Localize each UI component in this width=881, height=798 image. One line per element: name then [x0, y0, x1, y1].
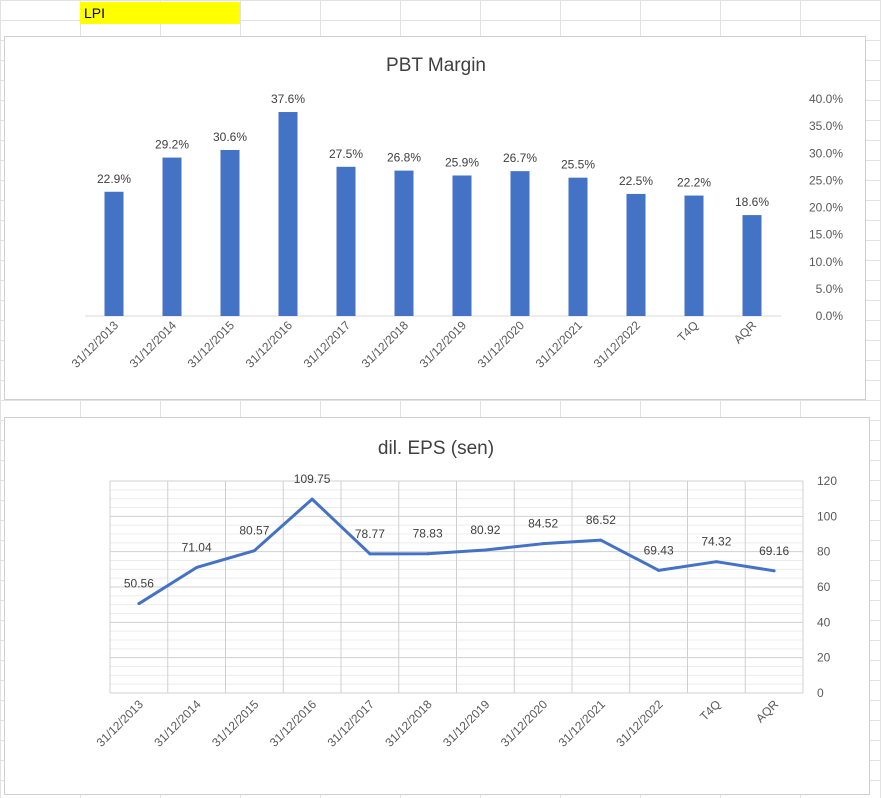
x-tick-label: 31/12/2020 [475, 318, 528, 371]
data-label: 22.5% [619, 174, 653, 188]
data-label: 80.57 [239, 524, 269, 538]
x-tick-label: AQR [753, 697, 782, 726]
y-tick-label: 40.0% [809, 92, 843, 106]
x-tick-label: 31/12/2016 [267, 697, 320, 750]
data-point [368, 552, 372, 556]
y-tick-label: 0.0% [816, 309, 844, 323]
y-tick-label: 25.0% [809, 173, 843, 187]
y-tick-label: 60 [817, 580, 831, 594]
data-label: 25.5% [561, 158, 595, 172]
pbt-margin-chart[interactable]: PBT Margin 0.0% 5.0% 10.0% 15.0% 20.0% 25.0% 3… [4, 36, 866, 400]
bar [510, 171, 530, 316]
data-point [195, 565, 199, 569]
data-label: 18.6% [735, 195, 769, 209]
x-tick-label: 31/12/2015 [209, 697, 262, 750]
data-label: 26.7% [503, 151, 537, 165]
x-tick-label: T4Q [675, 318, 701, 344]
y-tick-label: 80 [817, 545, 831, 559]
data-label: 30.6% [213, 130, 247, 144]
y-tick-label: 5.0% [816, 282, 844, 296]
dil-eps-chart[interactable]: dil. EPS (sen) 0 20 40 60 80 100 120 50.56 31/12… [4, 417, 870, 795]
x-tick-label: 31/12/2019 [417, 318, 470, 371]
y-tick-label: 120 [817, 474, 837, 488]
x-tick-label: 31/12/2021 [556, 697, 609, 750]
data-label: 84.52 [528, 517, 558, 531]
data-point [426, 552, 430, 556]
bar [336, 166, 356, 316]
data-label: 74.32 [701, 535, 731, 549]
y-tick-label: 15.0% [809, 228, 843, 242]
chart-title: dil. EPS (sen) [378, 438, 494, 459]
bar [394, 170, 414, 316]
data-label: 27.5% [329, 147, 363, 161]
x-tick-label: 31/12/2013 [69, 318, 122, 371]
data-label: 71.04 [182, 540, 212, 554]
x-tick-label: 31/12/2018 [382, 697, 435, 750]
data-label: 22.9% [97, 172, 131, 186]
bar [104, 191, 124, 316]
y-tick-label: 0 [817, 686, 824, 700]
data-label: 109.75 [294, 472, 331, 486]
data-label: 86.52 [586, 513, 616, 527]
x-tick-label: 31/12/2015 [185, 318, 238, 371]
data-point [657, 568, 661, 572]
bar [568, 177, 588, 316]
bar [742, 215, 762, 316]
y-tick-label: 20.0% [809, 201, 843, 215]
cell-label[interactable]: LPI [80, 2, 240, 24]
bar [220, 149, 240, 316]
x-tick-label: 31/12/2014 [127, 318, 180, 371]
y-tick-label: 30.0% [809, 146, 843, 160]
x-tick-label: 31/12/2020 [498, 697, 551, 750]
x-tick-label: T4Q [697, 697, 723, 723]
x-tick-label: 31/12/2017 [325, 697, 378, 750]
data-point [772, 569, 776, 573]
data-point [599, 538, 603, 542]
x-tick-label: AQR [731, 318, 760, 347]
bar [626, 193, 646, 316]
data-point [310, 497, 314, 501]
x-tick-label: 31/12/2021 [533, 318, 586, 371]
x-tick-label: 31/12/2019 [440, 697, 493, 750]
x-tick-label: 31/12/2018 [359, 318, 412, 371]
data-point [252, 549, 256, 553]
series-line [138, 497, 775, 605]
x-tick-label: 31/12/2022 [591, 318, 644, 371]
data-label: 25.9% [445, 155, 479, 169]
data-label: 29.2% [155, 138, 189, 152]
data-label: 69.43 [644, 543, 674, 557]
x-tick-label: 31/12/2017 [301, 318, 354, 371]
data-label: 80.92 [470, 523, 500, 537]
data-point [137, 602, 141, 606]
bar [162, 157, 182, 316]
y-tick-label: 100 [817, 509, 837, 523]
x-tick-label: 31/12/2022 [613, 697, 666, 750]
bar [278, 112, 298, 317]
data-label: 26.8% [387, 151, 421, 165]
data-label: 22.2% [677, 176, 711, 190]
data-label: 78.77 [355, 527, 385, 541]
x-tick-label: 31/12/2013 [94, 697, 147, 750]
y-tick-label: 40 [817, 615, 831, 629]
y-tick-label: 10.0% [809, 255, 843, 269]
dil-eps-svg: dil. EPS (sen) 0 20 40 60 80 100 120 50.56 31/12… [94, 438, 838, 750]
data-label: 78.83 [413, 527, 443, 541]
y-tick-label: 35.0% [809, 119, 843, 133]
data-label: 69.16 [759, 544, 789, 558]
x-tick-label: 31/12/2014 [151, 697, 204, 750]
x-tick-label: 31/12/2016 [243, 318, 296, 371]
data-label: 50.56 [124, 577, 154, 591]
pbt-margin-svg: PBT Margin 0.0% 5.0% 10.0% 15.0% 20.0% 25.0% 3… [69, 55, 844, 371]
chart-title: PBT Margin [386, 55, 486, 76]
data-point [541, 542, 545, 546]
plot-grid [109, 480, 804, 694]
data-point [483, 548, 487, 552]
bar [684, 195, 704, 316]
data-label: 37.6% [271, 92, 305, 106]
bar [452, 175, 472, 316]
data-point [714, 560, 718, 564]
y-tick-label: 20 [817, 651, 831, 665]
